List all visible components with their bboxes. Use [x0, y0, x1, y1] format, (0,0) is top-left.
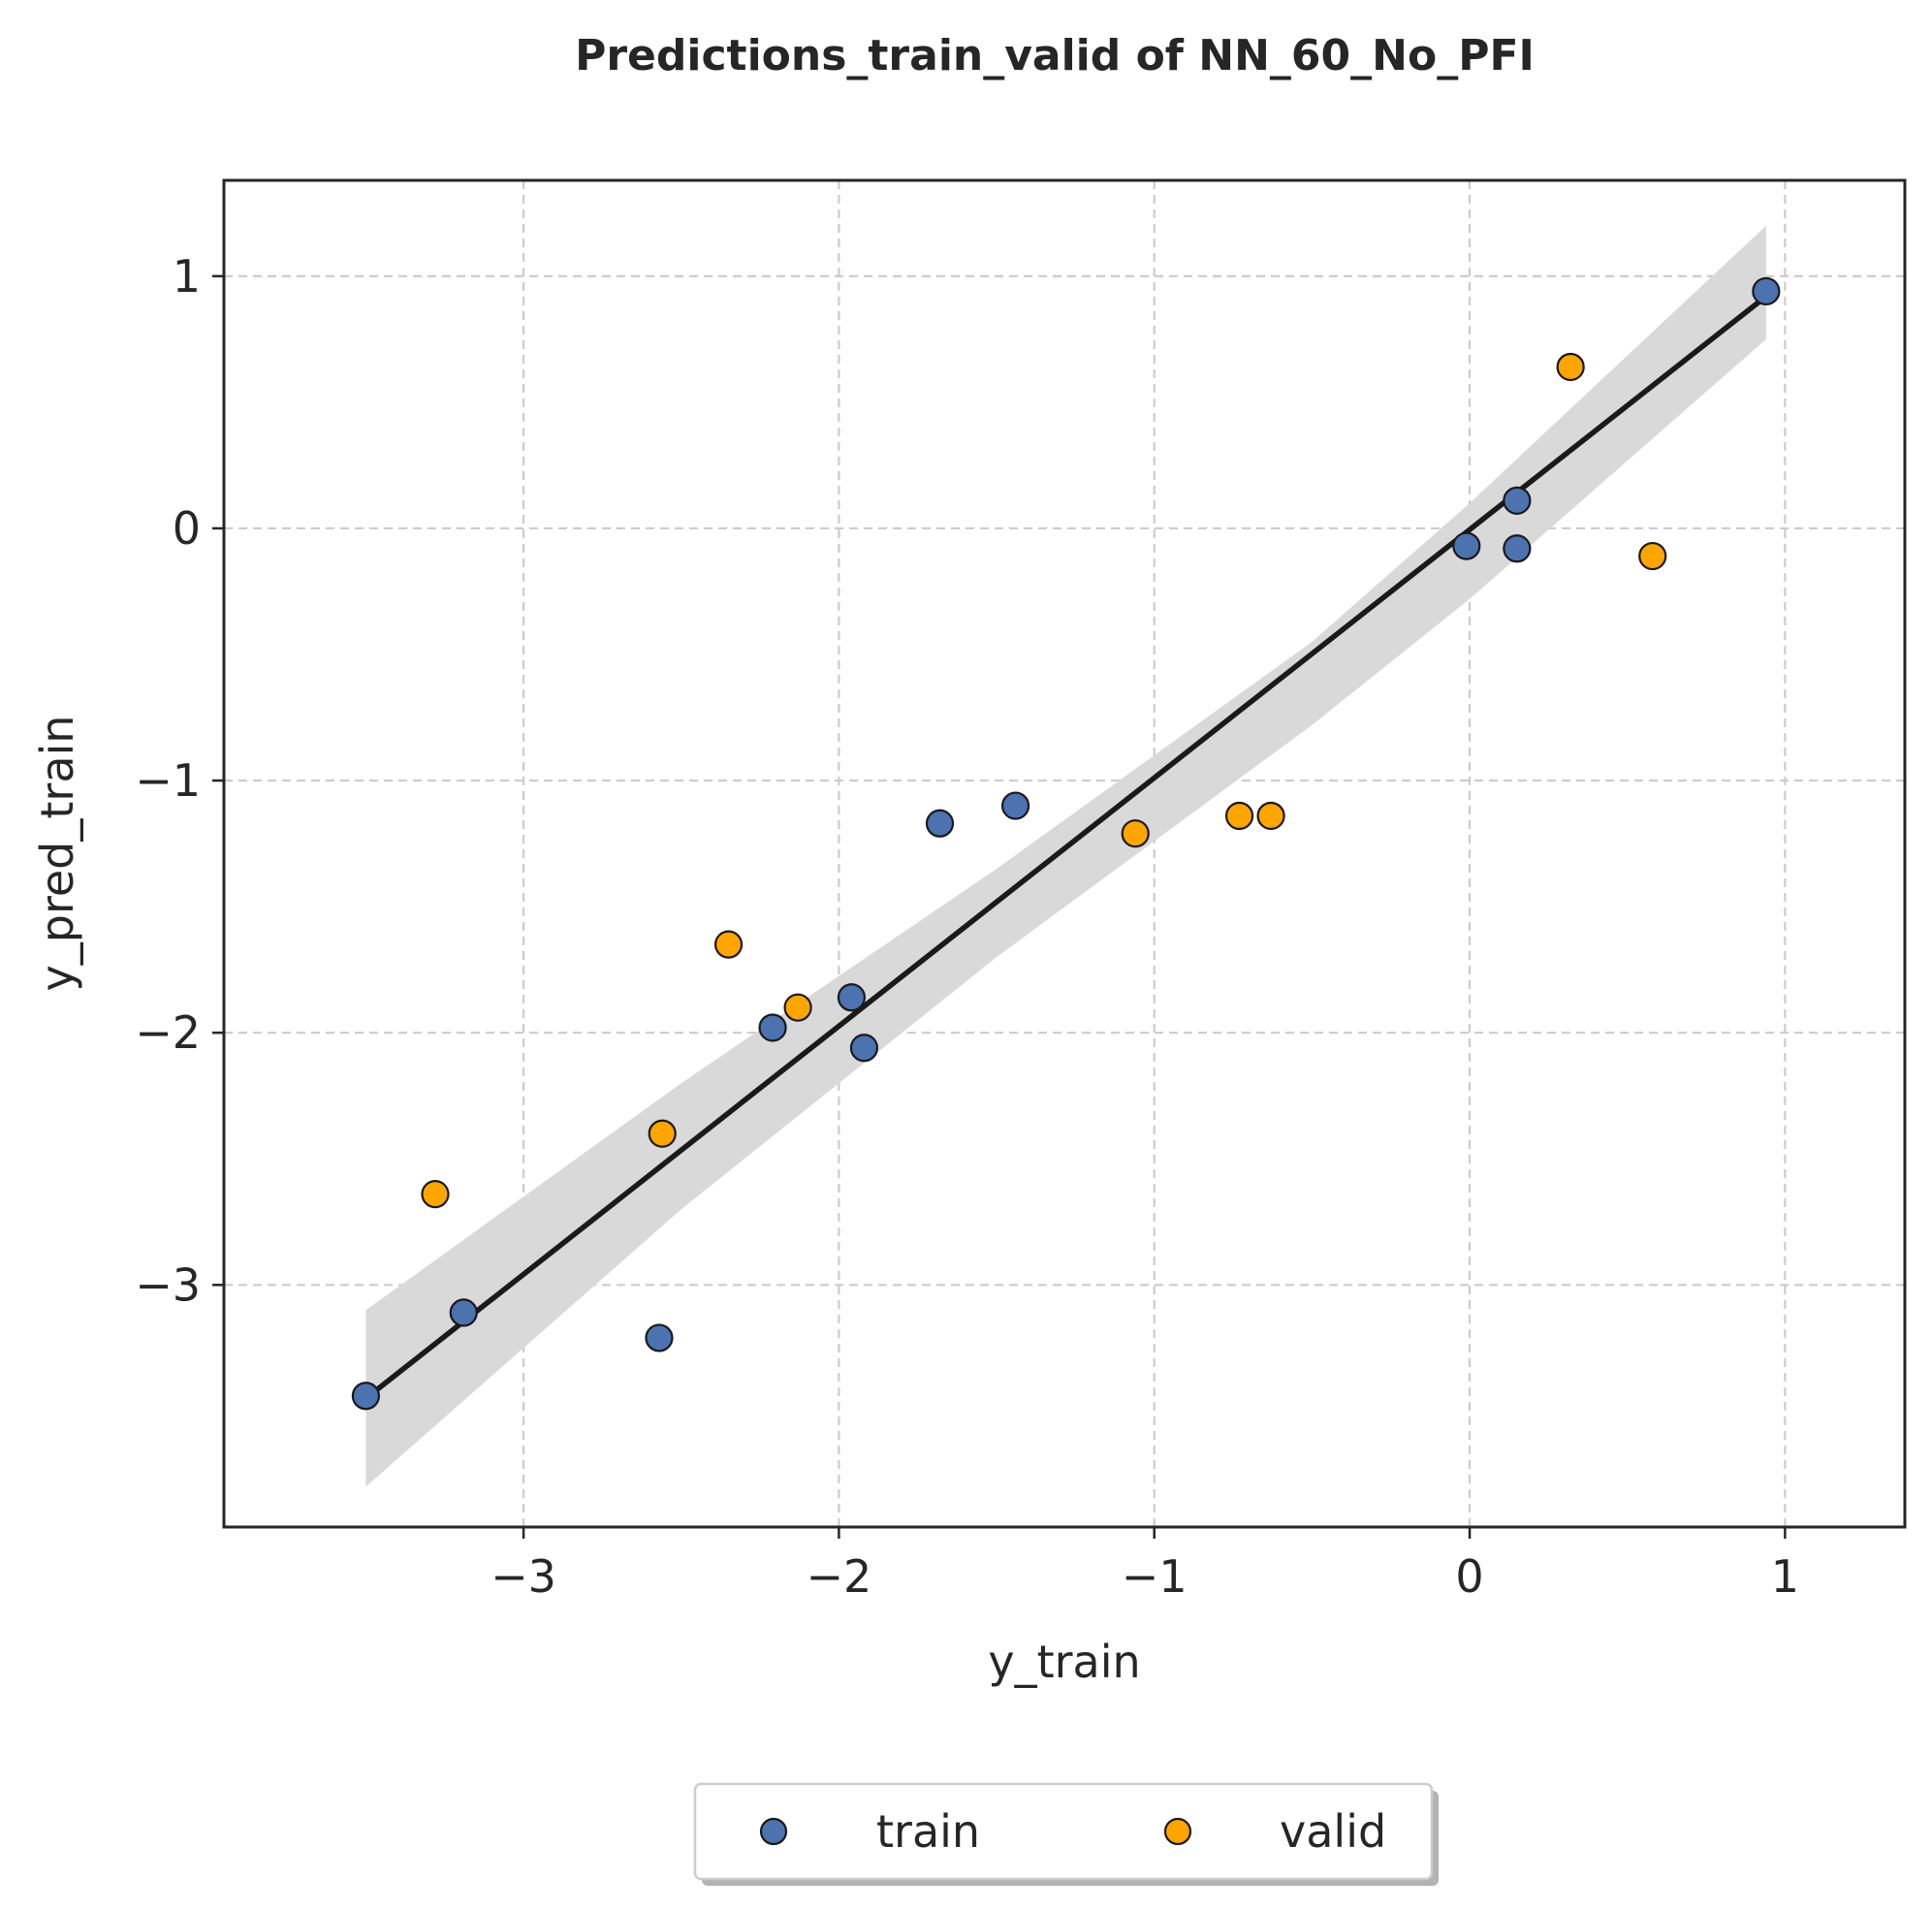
- train-point: [1000, 791, 1030, 820]
- legend-marker-train: [759, 1817, 788, 1846]
- axis-ticks: −3 −2 −1 0 1 1 0 −1 −2 −3: [135, 250, 1799, 1603]
- plot-frame: [222, 178, 1907, 1529]
- valid-point: [1638, 541, 1667, 571]
- y-axis-label: y_pred_train: [31, 716, 83, 992]
- x-axis-label: y_train: [988, 1636, 1140, 1688]
- confidence-band-layer: [365, 225, 1766, 1487]
- x-tick-label: −1: [1122, 1550, 1188, 1603]
- train-point: [1503, 534, 1532, 563]
- data-points: [351, 276, 1781, 1411]
- y-tick-label: −2: [135, 1006, 201, 1059]
- train-point: [1752, 276, 1781, 306]
- train-point: [1503, 486, 1532, 515]
- valid-point: [783, 993, 812, 1022]
- x-tick-label: 1: [1771, 1550, 1799, 1603]
- valid-point: [1256, 801, 1285, 831]
- valid-point: [648, 1119, 677, 1148]
- x-tick-label: −2: [806, 1550, 871, 1603]
- y-tick-label: 0: [173, 502, 201, 555]
- valid-point: [1556, 352, 1585, 382]
- valid-point: [421, 1180, 450, 1209]
- train-point: [849, 1034, 879, 1063]
- legend-marker-valid: [1163, 1817, 1192, 1846]
- legend-label-valid: valid: [1280, 1805, 1386, 1858]
- legend: train valid: [693, 1782, 1439, 1886]
- y-tick-label: 1: [173, 250, 201, 302]
- x-tick-label: 0: [1455, 1550, 1483, 1603]
- valid-point: [713, 930, 744, 959]
- train-point: [449, 1298, 478, 1327]
- regression-line-layer: [363, 293, 1769, 1402]
- valid-point: [1121, 819, 1150, 848]
- grid-lines: [224, 180, 1905, 1527]
- legend-label-train: train: [876, 1805, 980, 1858]
- regression-line: [363, 293, 1769, 1402]
- train-point: [351, 1382, 380, 1411]
- y-tick-label: −3: [135, 1258, 201, 1311]
- y-tick-label: −1: [135, 754, 201, 807]
- train-point: [758, 1013, 787, 1042]
- x-tick-label: −3: [491, 1550, 556, 1603]
- train-point: [837, 983, 867, 1012]
- train-point: [645, 1323, 674, 1353]
- chart-title: Predictions_train_valid of NN_60_No_PFI: [575, 31, 1535, 80]
- legend-box: [693, 1782, 1434, 1881]
- valid-point: [1224, 801, 1254, 831]
- confidence-band: [365, 225, 1766, 1487]
- train-point: [1452, 531, 1481, 560]
- train-point: [925, 809, 955, 838]
